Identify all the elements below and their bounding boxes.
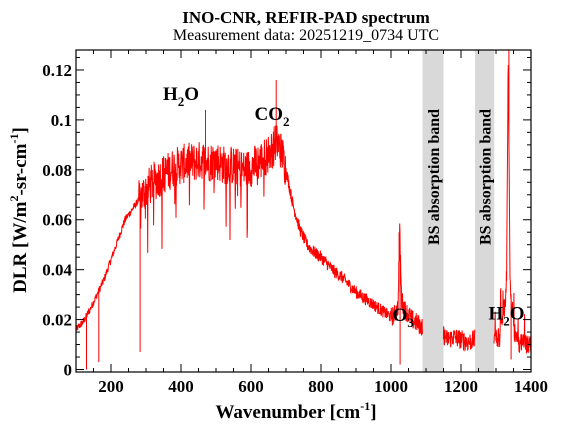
spectrum-line (75, 50, 532, 370)
chart-title: INO-CNR, REFIR-PAD spectrum (182, 8, 430, 27)
molecule-label: H2O (163, 84, 199, 109)
x-tick-label: 400 (168, 377, 194, 396)
absorption-bands: BS absorption band BS absorption band (422, 50, 495, 372)
absorption-band-1 (422, 50, 444, 372)
x-tick-label: 200 (98, 377, 124, 396)
y-tick-label: 0.06 (42, 211, 72, 230)
plot-frame (75, 49, 532, 373)
molecule-label: O3 (393, 305, 415, 330)
absorption-band-label-2: BS absorption band (478, 109, 495, 245)
x-tick-label: 600 (238, 377, 264, 396)
absorption-band-2 (475, 50, 495, 372)
annotations: H2O CO2 O3 H2O (163, 84, 525, 330)
x-tick-label: 800 (308, 377, 334, 396)
y-tick-label: 0.1 (51, 111, 72, 130)
molecule-label: CO2 (255, 104, 290, 129)
axis-ticks (75, 50, 532, 372)
x-tick-label: 1000 (374, 377, 408, 396)
y-tick-label: 0.12 (42, 61, 72, 80)
y-tick-label: 0.04 (42, 261, 72, 280)
chart-subtitle: Measurement data: 20251219_0734 UTC (173, 27, 439, 44)
x-tick-label: 1400 (514, 377, 548, 396)
y-tick-label: 0.02 (42, 311, 72, 330)
x-axis-label: Wavenumber [cm-1] (215, 399, 376, 423)
y-tick-label: 0 (64, 361, 73, 380)
y-axis-label: DLR [W/m2-sr-cm-1] (7, 127, 31, 293)
y-tick-label: 0.08 (42, 161, 72, 180)
molecule-label: H2O (488, 304, 524, 329)
absorption-band-label-1: BS absorption band (426, 109, 443, 245)
x-tick-label: 1200 (444, 377, 478, 396)
tick-labels: 200 400 600 800 1000 1200 1400 0 0.02 0.04 0.06 0.0… (42, 61, 548, 396)
